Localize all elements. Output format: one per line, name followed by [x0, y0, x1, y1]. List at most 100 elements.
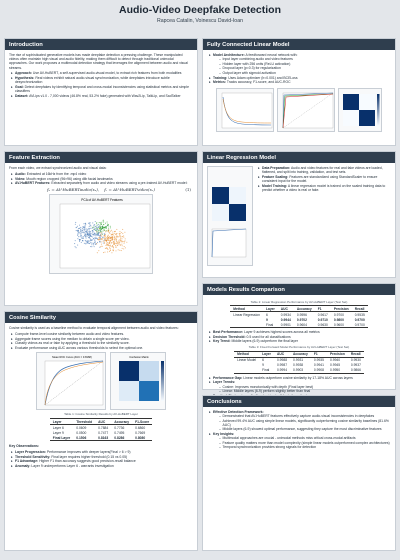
pca-point [119, 237, 122, 239]
bullet-text: Use AV-HuBERT, a self-supervised audio-v… [32, 71, 182, 76]
table-cell: 0.8286 [111, 435, 133, 442]
results-table2-caption: Table 3: Fixed Forward Model Performance… [248, 345, 350, 350]
sub-item: Output layer with sigmoid activation [219, 71, 391, 75]
pca-point [109, 227, 112, 229]
table-cell: 0.7477 [98, 430, 109, 435]
bullet-label: Video: [15, 176, 26, 181]
observations-heading: Key Observations: [9, 444, 39, 449]
pca-point [77, 227, 80, 229]
cosine-bullet: Compute frame-level cosine similarity be… [11, 332, 193, 336]
pca-point [119, 241, 121, 243]
table-cell: Final [262, 322, 278, 329]
section-heading: Conclusions [203, 396, 395, 407]
table-cell: 0.9935 [313, 358, 324, 363]
results-panel: Models Results Comparison Table 2: Linea… [202, 283, 396, 398]
bullet-text: A feedforward neural network with: [245, 53, 298, 57]
pca-point [93, 225, 95, 227]
fcn-bullet: Model Architecture: A feedforward neural… [209, 53, 391, 75]
bullet-label: Dataset: [15, 94, 29, 99]
pca-point [101, 245, 103, 247]
pca-point [99, 245, 101, 248]
loss-curve-plot [221, 92, 273, 128]
pca-point [78, 233, 80, 235]
pca-point [107, 229, 109, 231]
table-cell: 0.9930 [350, 358, 361, 363]
table-cell: 0.9950 [326, 368, 348, 375]
pca-point [97, 224, 99, 226]
cosine-similarity-panel: Cosine Similarity Cosine similarity is u… [4, 311, 198, 551]
sub-item: Linear: Middle layers (6-9) perform slig… [219, 389, 391, 393]
pca-point [107, 244, 109, 246]
cosine-bullet: Aggregate frame scores using the median … [11, 337, 193, 341]
pca-point [108, 246, 111, 249]
conclusion-bullet: Key Insights:Multimodal approaches are c… [209, 432, 391, 450]
table-row: 9 0.9944 0.9702 0.9710 0.9800 0.9700 [230, 317, 368, 322]
table-cell: Layer 6 [52, 425, 64, 430]
table-cell: Final [259, 368, 274, 375]
pca-point [112, 247, 115, 249]
pca-point [109, 238, 111, 240]
pca-point [92, 233, 94, 235]
pca-point [81, 231, 83, 233]
table-cell: 0.0500 [76, 430, 87, 435]
cm-title: Confusion Matrix [129, 355, 149, 359]
linear-regression-table: Method Layer AUC Accuracy F1 Precision Recall L… [230, 305, 368, 329]
fcn-bullet: Training: Uses Adam optimizer (lr=0.001)… [209, 76, 391, 80]
pca-point [115, 250, 117, 252]
pca-point [95, 234, 97, 237]
bullet-label: Best Performance: [213, 329, 244, 334]
pca-point [86, 231, 89, 234]
table-cell: Linear Model [237, 358, 257, 363]
feature-bullet: Video: Mouth region cropped (96×96) usin… [11, 177, 193, 181]
pca-point [90, 227, 92, 229]
pca-point [85, 222, 87, 224]
pca-point [93, 243, 95, 246]
pca-point [94, 236, 96, 238]
pca-point [84, 228, 86, 230]
bullet-label: Threshold Sensitivity: [15, 454, 51, 459]
table-cell: 0.9945 [329, 363, 341, 368]
results-table1-caption: Table 2: Linear Regression Performance b… [250, 299, 348, 304]
bullet-label: Approach: [15, 71, 32, 76]
pca-point [89, 227, 91, 229]
table-cell [230, 322, 263, 329]
table-cell: 0.6860 [135, 425, 146, 430]
table-cell: 0.9702 [296, 317, 307, 322]
observation-bullet: Threshold Sensitivity: Final layer requi… [11, 455, 193, 459]
pca-point [101, 238, 103, 240]
pca-point [77, 244, 79, 246]
linear-regression-panel: Linear Regression Model Data Preparation… [202, 151, 396, 278]
pca-point [115, 236, 117, 238]
introduction-panel: Introduction The rise of sophisticated g… [4, 38, 198, 146]
pca-point [119, 234, 121, 236]
pca-point [113, 235, 115, 237]
pca-point [109, 232, 111, 234]
table-cell: 0.9941 [313, 363, 324, 368]
sub-item: Hidden layer with 256 units (ReLU activa… [219, 62, 391, 66]
table-header-cell: Precision [330, 305, 352, 313]
pca-point [99, 226, 101, 228]
section-heading: Fully Connected Linear Model [203, 39, 395, 50]
table-cell: 0.9931 [293, 358, 304, 363]
pca-point [88, 242, 90, 244]
pca-point [94, 240, 96, 242]
pca-point [93, 234, 95, 236]
pca-point [83, 222, 85, 225]
pca-point [124, 238, 126, 240]
roc-figure: Mean ROC Curve (AUC = 0.8168) [36, 352, 106, 411]
table-cell: 0.9908 [310, 368, 327, 375]
pca-point [77, 234, 79, 236]
pca-point [105, 226, 107, 228]
pca-point [101, 235, 103, 237]
observation-bullet: F1 Advantage: Higher F1 than accuracy su… [11, 459, 193, 463]
bullet-label: Model Training: [262, 184, 288, 188]
pca-point [100, 233, 102, 235]
pca-point [93, 245, 95, 247]
pca-point [106, 242, 108, 244]
pca-point [117, 242, 119, 244]
table-cell: 0.9934 [280, 312, 291, 317]
pca-point [82, 226, 84, 228]
pca-point [111, 238, 113, 240]
pca-point [94, 225, 96, 227]
pca-point [120, 244, 122, 246]
